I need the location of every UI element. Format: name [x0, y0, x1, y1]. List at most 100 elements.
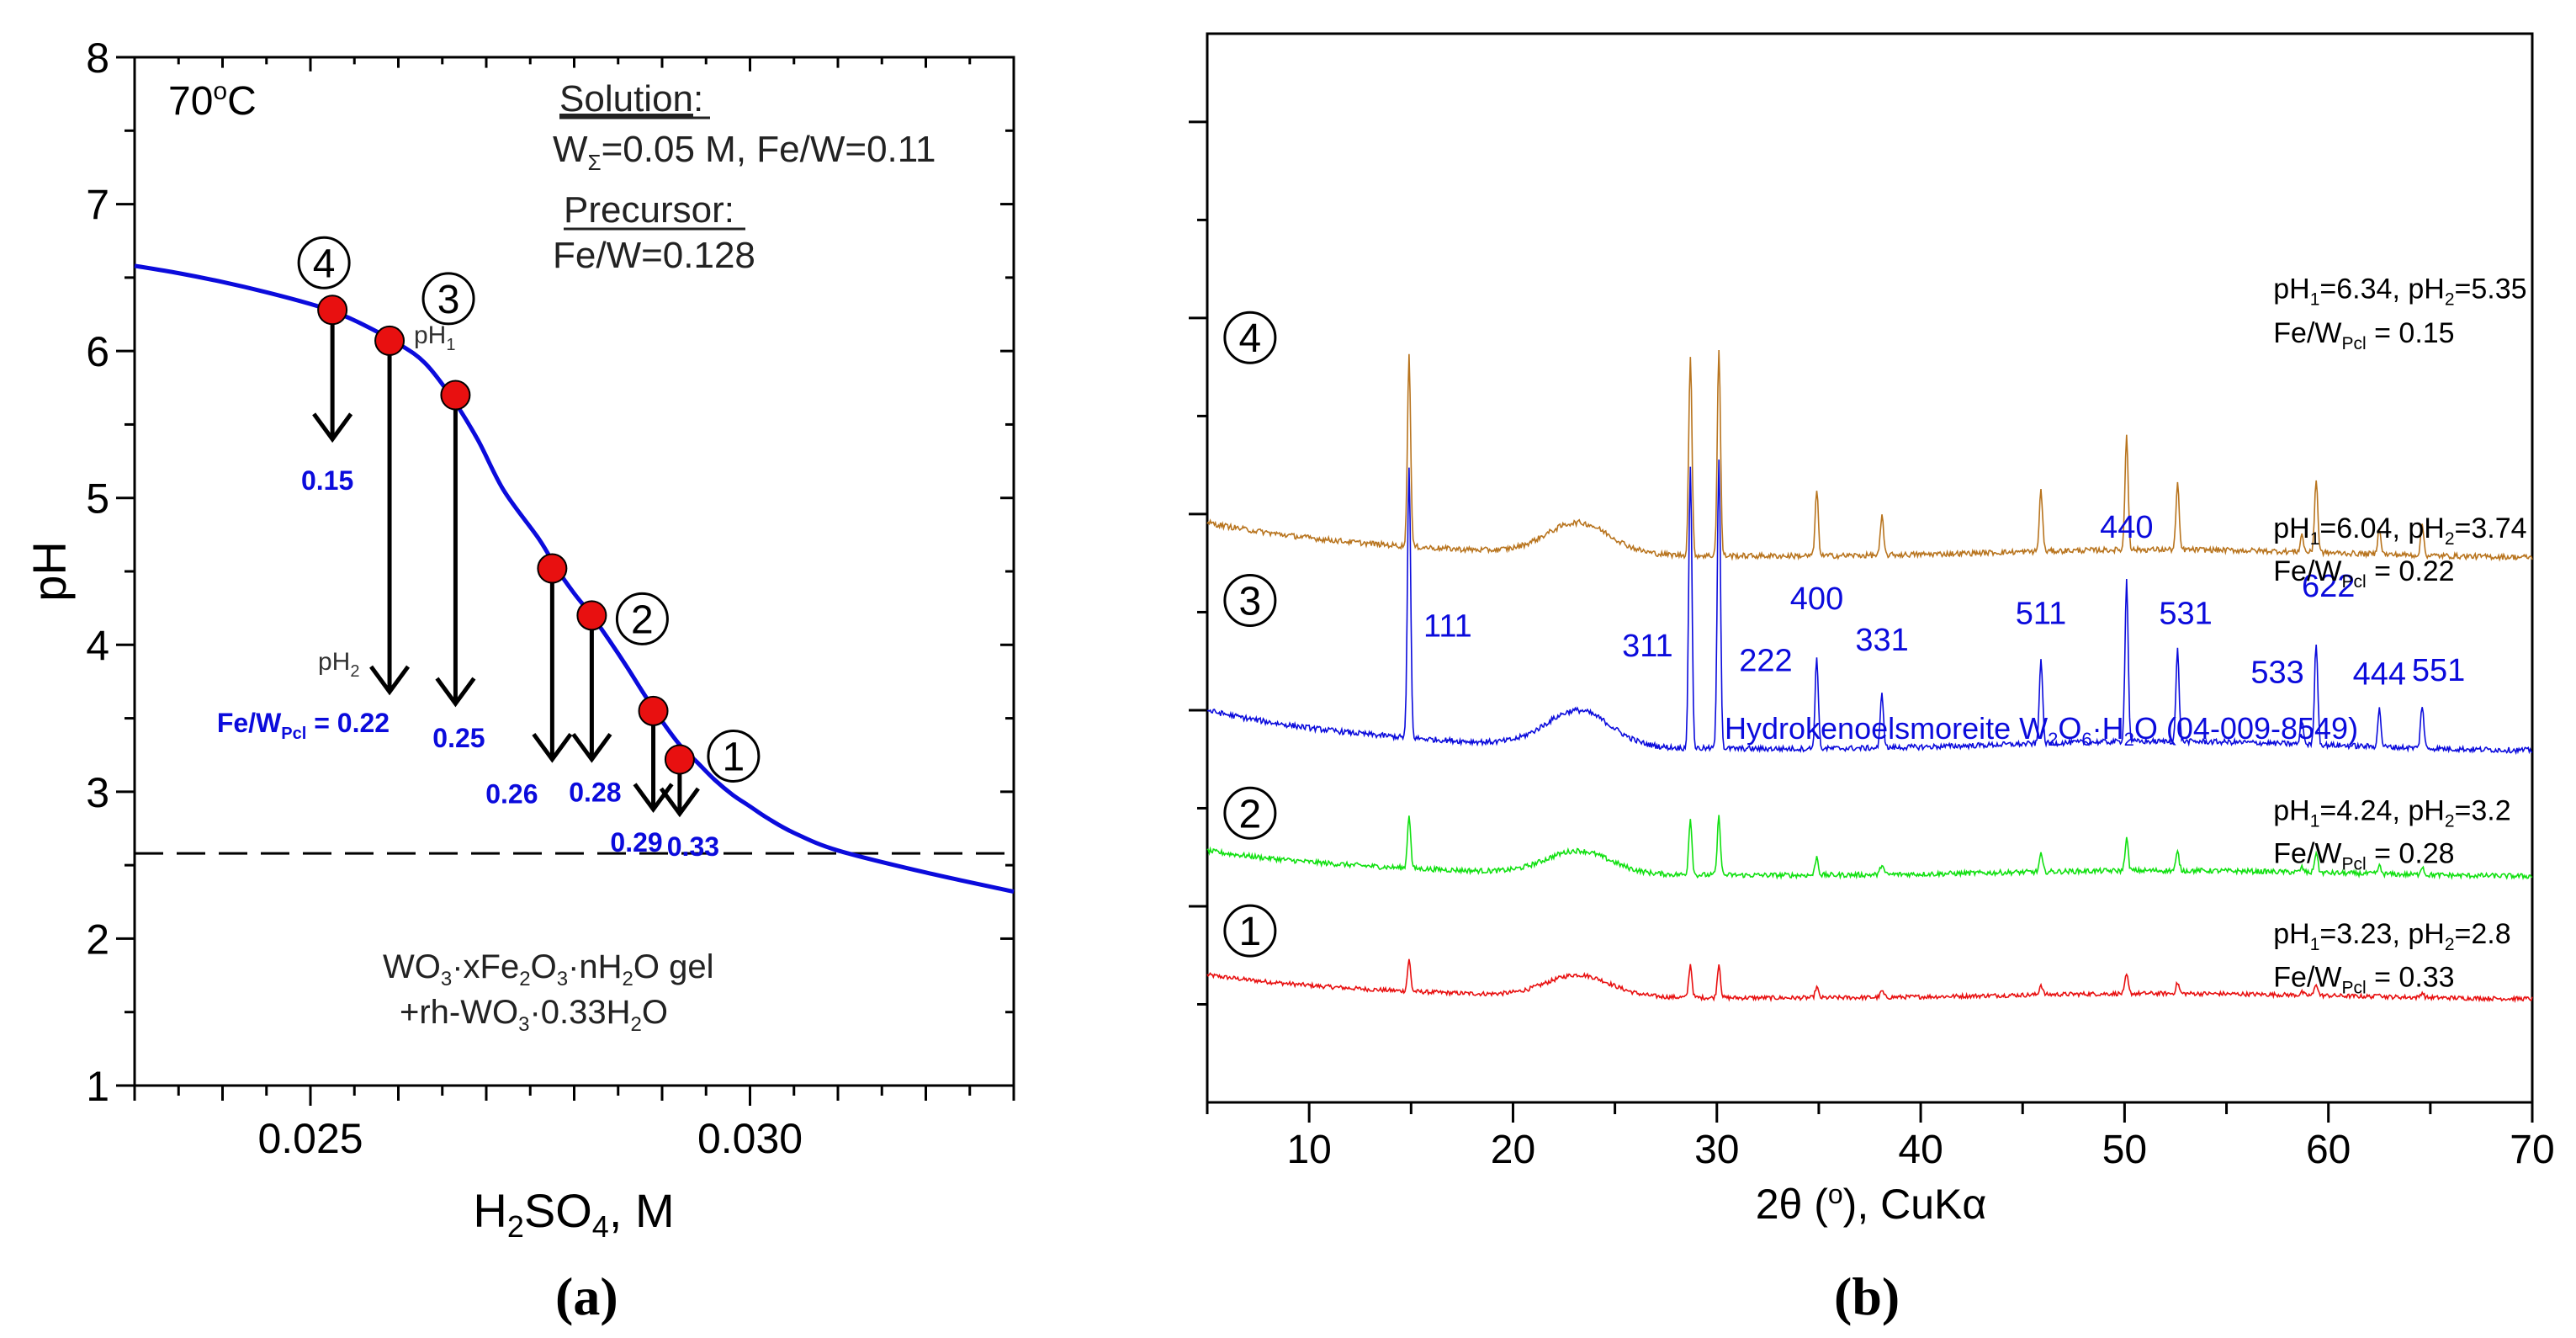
x-tick-label-b: 70	[2510, 1128, 2554, 1172]
fe-ratio-label: 0.15	[301, 465, 353, 496]
hkl-label: 531	[2159, 596, 2212, 631]
hkl-label: 551	[2412, 653, 2465, 688]
ph-values-label: pH1=6.34, pH2=5.35	[2273, 273, 2526, 310]
ph-values-label: pH1=6.04, pH2=3.74	[2273, 512, 2526, 549]
circled-marker-b	[1223, 904, 1277, 958]
hkl-label: 311	[1622, 629, 1673, 664]
y-tick-label-a: 6	[86, 328, 109, 375]
circled-marker-b	[1223, 786, 1277, 840]
marker-number-b: 3	[1239, 579, 1262, 624]
x-tick-label-b: 10	[1286, 1128, 1331, 1172]
arrow-head	[312, 412, 353, 443]
arrow-head	[532, 732, 573, 763]
arrow-head	[571, 732, 612, 763]
x-tick-label-b: 40	[1898, 1128, 1943, 1172]
arrow-head	[369, 665, 411, 696]
curve-point	[537, 553, 568, 584]
y-axis-label-a: pH	[23, 541, 76, 602]
marker-number-b: 1	[1239, 910, 1262, 954]
fe-ratio-label: Fe/WPcl = 0.22	[217, 708, 390, 743]
curve-point	[440, 380, 471, 411]
y-tick-label-a: 3	[86, 769, 109, 816]
solution-title: Solution:	[559, 78, 703, 119]
circled-markers-b: 1 2 3 4	[1223, 311, 1277, 958]
x-axis-label-a: H2SO4, M	[473, 1184, 674, 1244]
precursor-line: Fe/W=0.128	[553, 235, 755, 276]
hkl-label: 444	[2353, 657, 2406, 693]
curve-point	[374, 325, 405, 356]
marker-number: 2	[631, 597, 654, 642]
circled-marker	[421, 272, 475, 326]
temperature-label: 70oC	[168, 77, 257, 124]
marker-number-b: 2	[1239, 792, 1262, 836]
arrow-head	[435, 677, 476, 708]
y-tick-label-a: 5	[86, 475, 109, 523]
fe-ratio-labels: 0.15 Fe/WPcl = 0.22 0.250.26 0.28 0.29 0.33	[217, 465, 719, 862]
fe-ratio-label: 0.25	[432, 723, 485, 753]
fe-ratio-label: 0.33	[667, 831, 719, 862]
hkl-label: 400	[1790, 581, 1843, 617]
curve-point	[576, 600, 607, 631]
hkl-label: 622	[2302, 569, 2355, 604]
y-axis-a: 1 2 3 4 5 6 7 8	[86, 35, 1014, 1110]
panel-b: 10 20 30 40 50 60 70 111 311 222 400 331 511 440 531 5…	[1189, 32, 2555, 1326]
xrd-pattern-2	[1206, 815, 2533, 880]
curve-point	[317, 295, 348, 326]
circled-marker	[297, 236, 351, 289]
solution-line: WΣ=0.05 M, Fe/W=0.11	[553, 129, 936, 175]
ph-values-label: pH1=4.24, pH2=3.2	[2273, 794, 2510, 831]
fe-value-label: Fe/WPcl = 0.22	[2273, 555, 2454, 592]
panel-a: 1 2 3 4 5 6 7 8 0.025 0.030 4 3 2 1 0.15 Fe/WPcl = 0…	[23, 35, 1015, 1326]
x-tick-label-b: 30	[1694, 1128, 1739, 1172]
xrd-pattern-4	[1206, 349, 2533, 562]
pattern-info-labels: pH1=3.23, pH2=2.8 Fe/WPcl = 0.33 pH1=4.24,…	[2273, 273, 2526, 998]
precursor-title: Precursor:	[564, 189, 734, 231]
hkl-label: 222	[1739, 643, 1792, 678]
circled-markers-a: 4 3 2 1	[297, 236, 761, 783]
circled-marker-b	[1223, 573, 1277, 627]
reference-label: Hydrokenoelsmoreite W2O6·H2O (04-009-854…	[1725, 711, 2358, 750]
hkl-label: 111	[1423, 609, 1472, 645]
x-axis-a: 0.025 0.030	[133, 57, 1015, 1162]
panel-label-a: (a)	[555, 1266, 618, 1326]
gel-label: WO3·xFe2O3·nH2O gel	[383, 948, 714, 990]
x-tick-label-b: 60	[2306, 1128, 2351, 1172]
circled-marker	[615, 592, 669, 645]
hkl-label: 331	[1855, 623, 1908, 658]
hkl-label: 533	[2250, 655, 2303, 690]
fe-value-label: Fe/WPcl = 0.33	[2273, 962, 2454, 998]
ph-arrows	[312, 313, 700, 818]
hkl-labels: 111 311 222 400 331 511 440 531 533 622 444 551	[1423, 510, 2465, 693]
ph1-label: pH1	[414, 321, 455, 354]
rh-label: +rh-WO3·0.33H2O	[400, 994, 668, 1036]
fe-value-label: Fe/WPcl = 0.28	[2273, 838, 2454, 874]
fe-ratio-label: 0.26	[485, 778, 538, 809]
arrow-head	[659, 787, 700, 818]
curve-points	[317, 295, 695, 775]
curve-point	[664, 744, 695, 775]
marker-number: 4	[313, 242, 336, 286]
x-tick-label-a: 0.030	[697, 1115, 803, 1162]
fe-value-label: Fe/WPcl = 0.15	[2273, 317, 2454, 353]
hkl-label: 440	[2100, 510, 2153, 545]
ph2-label: pH2	[318, 648, 359, 681]
y-tick-label-a: 4	[86, 622, 109, 669]
marker-number: 1	[723, 735, 745, 779]
curve-point	[638, 695, 669, 726]
x-axis-b: 10 20 30 40 50 60 70	[1206, 1102, 2555, 1172]
panel-label-b: (b)	[1834, 1266, 1900, 1326]
xrd-pattern-3	[1206, 459, 2533, 756]
y-axis-b	[1189, 120, 1207, 1006]
x-tick-label-b: 50	[2102, 1128, 2147, 1172]
x-axis-label-b: 2θ (o), CuKα	[1756, 1179, 1987, 1228]
fe-ratio-label: 0.28	[569, 777, 621, 807]
hkl-label: 511	[2016, 596, 2067, 631]
xrd-patterns	[1206, 349, 2533, 1003]
y-tick-label-a: 8	[86, 35, 109, 82]
y-tick-label-a: 2	[86, 916, 109, 963]
marker-number: 3	[437, 278, 460, 322]
marker-number-b: 4	[1239, 316, 1262, 361]
circled-marker-b	[1223, 311, 1277, 364]
y-tick-label-a: 7	[86, 182, 109, 229]
